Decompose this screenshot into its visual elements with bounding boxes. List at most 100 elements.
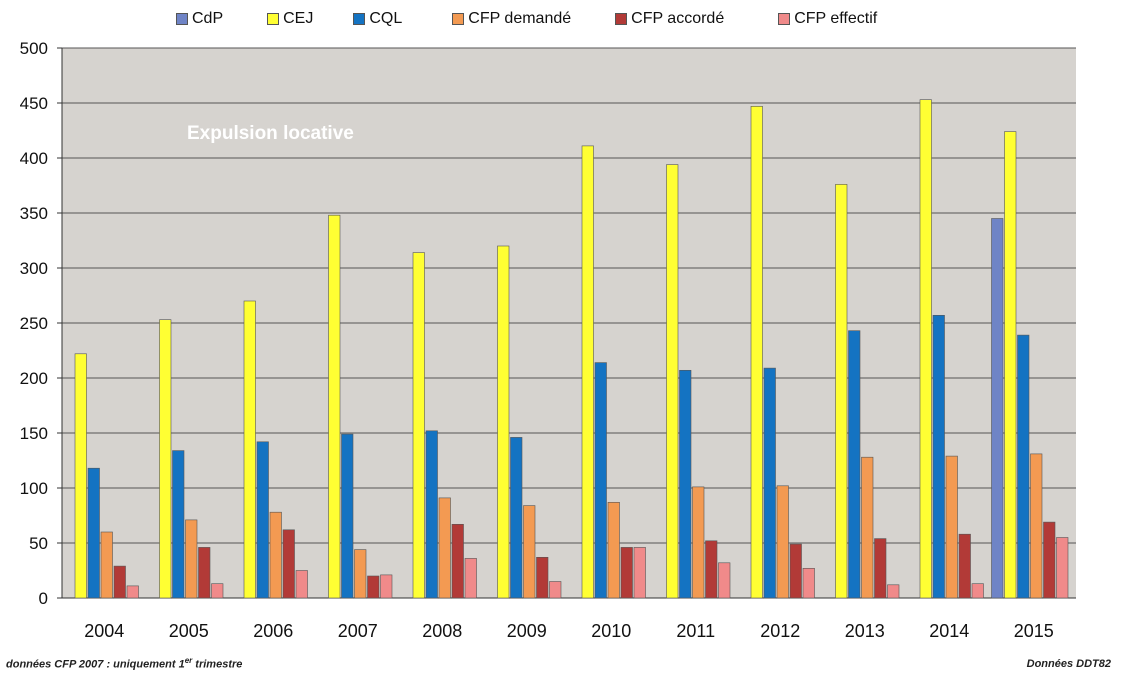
y-tick-label: 0 [39,589,48,608]
bar-cej-2006 [243,300,256,599]
x-tick-label: 2006 [253,621,293,641]
bar-cfp-effectif-2005 [211,583,224,599]
x-tick-label: 2011 [676,621,715,641]
bar-cql-2005 [172,450,185,599]
footnote: données CFP 2007 : uniquement 1er trimes… [6,656,242,671]
legend-label: CFP accordé [631,10,725,27]
bar-cql-2008 [425,430,438,599]
bar-cfp-demandé-2011 [692,486,705,599]
legend-item-cfp-demandé: CFP demandé [452,10,571,28]
footnote-sup: er [184,656,193,665]
bar-cql-2009 [510,437,523,599]
bar-cfp-effectif-2008 [464,558,477,599]
y-tick-label: 250 [20,314,48,333]
legend-swatch [353,13,366,25]
legend-item-cql: CQL [353,10,402,28]
y-tick-label: 200 [20,369,48,388]
bar-cql-2012 [763,367,776,599]
bar-cej-2005 [159,319,172,599]
bar-cfp-accordé-2014 [958,533,971,599]
y-tick-label: 450 [20,94,48,113]
legend-label: CEJ [283,10,314,27]
bar-cej-2012 [750,106,763,599]
bar-cfp-demandé-2008 [438,497,451,599]
bar-cfp-effectif-2009 [549,581,562,599]
x-tick-label: 2004 [84,621,124,641]
bar-cfp-accordé-2007 [367,575,380,599]
x-tick-label: 2015 [1014,621,1054,641]
legend-swatch [778,13,791,25]
legend-label: CdP [192,10,224,27]
footnote-suffix: trimestre [192,658,243,671]
chart-legend: CdP CEJ CQL CFP demandé CFP accordé CFP effec… [176,8,1061,30]
bar-cfp-accordé-2010 [620,547,633,599]
legend-label: CFP effectif [794,10,878,27]
bar-cej-2008 [412,252,425,599]
bar-cql-2015 [1017,334,1030,599]
bar-cfp-accordé-2004 [113,565,126,599]
bar-cfp-accordé-2011 [705,540,718,599]
bar-cql-2006 [256,441,269,599]
y-tick-label: 400 [20,149,48,168]
bar-cfp-accordé-2008 [451,523,464,599]
bar-cej-2013 [835,184,848,599]
legend-item-cfp-accordé: CFP accordé [615,10,724,28]
footnote-prefix: données CFP 2007 : uniquement 1 [6,658,185,671]
legend-swatch [176,13,188,25]
bar-cql-2007 [341,433,354,599]
bar-cql-2013 [848,330,861,599]
bar-cej-2007 [328,214,341,599]
bar-cej-2010 [581,145,594,599]
y-tick-label: 350 [20,204,48,223]
x-tick-label: 2012 [760,621,800,641]
y-tick-label: 300 [20,259,48,278]
bar-cfp-demandé-2014 [945,455,958,599]
bar-cfp-accordé-2009 [536,556,549,599]
x-tick-label: 2014 [929,621,969,641]
legend-label: CFP demandé [468,10,572,27]
bar-cfp-effectif-2011 [718,562,731,599]
bar-cdp-2015 [991,218,1004,599]
bar-cfp-effectif-2006 [295,570,308,599]
bar-cfp-demandé-2009 [523,505,536,599]
legend-swatch [615,13,628,25]
bar-cql-2010 [594,362,607,599]
x-tick-label: 2010 [591,621,631,641]
bar-cql-2004 [87,467,100,599]
bar-cfp-demandé-2015 [1030,453,1043,599]
bar-cfp-effectif-2010 [633,547,646,599]
legend-item-cdp: CdP [176,10,223,28]
x-tick-label: 2005 [169,621,209,641]
bar-cfp-effectif-2007 [380,574,393,599]
y-tick-label: 150 [20,424,48,443]
bar-cql-2011 [679,369,692,599]
bar-cfp-effectif-2012 [802,567,815,599]
bar-cej-2004 [74,353,87,599]
x-tick-label: 2007 [338,621,378,641]
bar-cfp-demandé-2004 [100,531,113,599]
bar-cej-2014 [919,99,932,599]
bar-cfp-accordé-2012 [789,543,802,599]
bar-cfp-demandé-2006 [269,511,282,599]
bar-cfp-demandé-2012 [776,485,789,599]
legend-item-cej: CEJ [267,10,313,28]
bar-cej-2009 [497,245,510,599]
source-label: Données DDT82 [1026,658,1111,670]
y-tick-label: 100 [20,479,48,498]
x-tick-label: 2008 [422,621,462,641]
y-tick-label: 500 [20,39,48,58]
bar-cfp-effectif-2013 [887,584,900,599]
bar-cfp-demandé-2013 [861,456,874,599]
legend-swatch [267,13,280,25]
bar-cfp-effectif-2015 [1056,537,1069,599]
bar-cql-2014 [932,314,945,599]
bar-cfp-demandé-2005 [185,519,198,599]
bar-cfp-accordé-2013 [874,538,887,599]
legend-label: CQL [369,10,403,27]
bar-cfp-demandé-2007 [354,549,367,599]
legend-swatch [452,13,465,25]
bar-cfp-accordé-2006 [282,529,295,599]
y-tick-label: 50 [29,534,48,553]
